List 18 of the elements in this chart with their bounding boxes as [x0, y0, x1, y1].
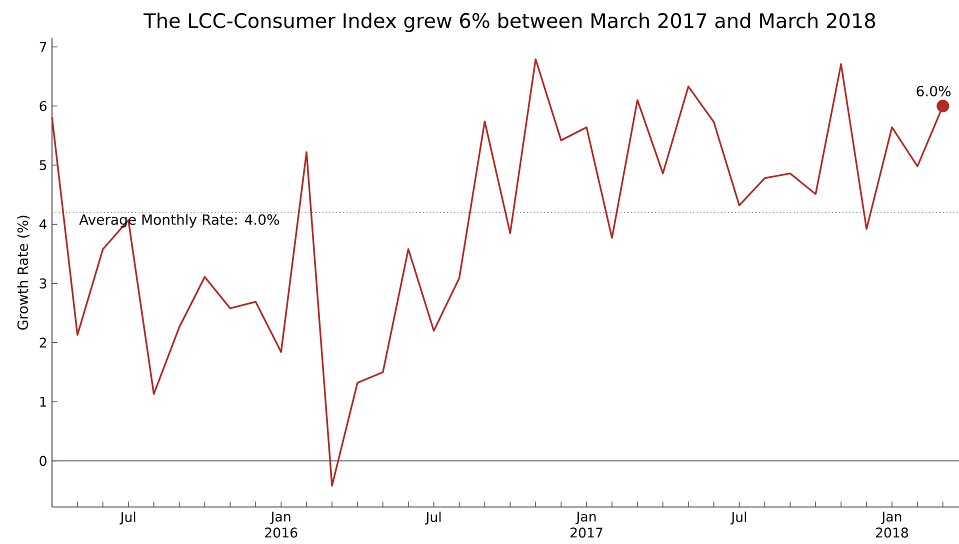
x-tick-label: Jan 2018 [876, 512, 908, 538]
y-tick-label: 7 [40, 42, 46, 52]
x-tick-label: Jul [730, 512, 746, 525]
y-tick-label: 0 [40, 456, 46, 466]
y-tick-label: 1 [40, 396, 46, 407]
annotation: Average Monthly Rate: 4.0% [79, 214, 280, 228]
y-tick-label: 2 [40, 338, 46, 348]
y-tick-label: 4 [39, 219, 47, 230]
annotation: 6.0% [916, 86, 951, 96]
x-tick-label: Jan 2016 [265, 512, 298, 538]
x-tick-label: Jul [120, 512, 136, 525]
x-tick-label: Jul [425, 512, 441, 525]
y-tick-label: 5 [40, 160, 46, 170]
y-axis-title: Growth Rate (%) [17, 216, 30, 330]
y-tick-label: 3 [40, 278, 46, 288]
chart-title: The LCC-Consumer Index grew 6% between March 2017 and March 2018 [144, 12, 876, 32]
x-tick-label: Jan 2017 [570, 512, 602, 538]
y-tick-label: 6 [40, 100, 46, 112]
